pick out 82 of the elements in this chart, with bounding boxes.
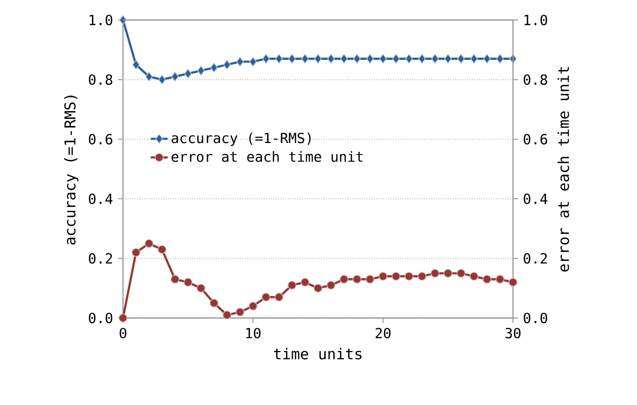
point bbox=[132, 248, 140, 257]
point bbox=[236, 308, 244, 316]
point bbox=[210, 298, 218, 308]
y2-tick-label: 0.0 bbox=[524, 312, 548, 324]
point bbox=[353, 54, 361, 64]
point bbox=[430, 268, 440, 278]
point bbox=[118, 314, 128, 322]
point bbox=[288, 280, 296, 290]
point bbox=[444, 54, 452, 64]
point bbox=[248, 302, 258, 310]
point bbox=[418, 54, 426, 64]
point bbox=[197, 66, 205, 76]
point bbox=[314, 284, 322, 293]
point bbox=[184, 68, 192, 79]
x-tick-label: 30 bbox=[506, 328, 521, 338]
point bbox=[392, 272, 400, 281]
y-tick-label: 1.0 bbox=[90, 14, 112, 26]
point bbox=[326, 280, 336, 290]
point bbox=[340, 274, 348, 284]
point bbox=[444, 268, 452, 278]
y-tick-label: 0.6 bbox=[88, 134, 112, 144]
point bbox=[508, 278, 518, 287]
point bbox=[274, 292, 284, 302]
x-axis-title: time units bbox=[274, 348, 362, 360]
point bbox=[470, 272, 478, 281]
point bbox=[262, 292, 270, 302]
y2-tick-label: 1.0 bbox=[524, 14, 548, 26]
y2-axis-title: error at each time unit bbox=[558, 67, 570, 272]
point bbox=[456, 268, 466, 278]
y-tick-label: 0.8 bbox=[88, 74, 112, 85]
point bbox=[144, 239, 154, 248]
point bbox=[418, 272, 426, 281]
legend-label: error at each time unit bbox=[172, 151, 363, 162]
point bbox=[431, 54, 439, 64]
point bbox=[366, 54, 374, 64]
x-tick-label: 0 bbox=[120, 328, 126, 338]
point bbox=[288, 54, 296, 64]
point bbox=[405, 54, 413, 64]
point bbox=[184, 278, 192, 287]
point bbox=[249, 56, 257, 67]
point bbox=[378, 272, 388, 281]
point bbox=[262, 54, 270, 64]
y-tick-label: 0.4 bbox=[88, 194, 113, 204]
x-tick-label: 10 bbox=[246, 328, 260, 338]
point bbox=[119, 15, 127, 25]
y-axis-title: accuracy (=1-RMS) bbox=[64, 96, 78, 245]
point bbox=[275, 54, 283, 64]
y-tick-label: 0.2 bbox=[88, 253, 112, 264]
point bbox=[340, 54, 348, 64]
point bbox=[470, 54, 478, 64]
point bbox=[496, 274, 504, 284]
point bbox=[132, 60, 140, 70]
point bbox=[379, 54, 387, 64]
point bbox=[223, 60, 231, 70]
y2-tick-label: 0.8 bbox=[524, 74, 548, 85]
y2-tick-label: 0.6 bbox=[524, 134, 548, 144]
point bbox=[210, 62, 218, 73]
point bbox=[404, 272, 414, 281]
point bbox=[300, 278, 310, 287]
x-tick-label: 20 bbox=[376, 328, 391, 338]
point bbox=[145, 72, 153, 82]
point bbox=[392, 54, 400, 64]
point bbox=[496, 54, 504, 64]
point bbox=[236, 56, 244, 67]
point bbox=[366, 274, 374, 284]
point bbox=[158, 74, 166, 84]
point bbox=[352, 274, 362, 284]
point bbox=[158, 245, 166, 254]
point bbox=[222, 310, 232, 320]
point bbox=[483, 54, 491, 64]
y2-tick-label: 0.4 bbox=[524, 194, 548, 204]
point bbox=[171, 72, 179, 82]
point bbox=[170, 274, 180, 284]
y-tick-label: 0.0 bbox=[88, 312, 112, 324]
point bbox=[314, 54, 322, 64]
point bbox=[301, 54, 309, 64]
point bbox=[482, 274, 492, 284]
point bbox=[457, 54, 465, 64]
y2-tick-label: 0.2 bbox=[524, 253, 547, 264]
point bbox=[327, 54, 335, 64]
point bbox=[196, 284, 206, 293]
legend-label: accuracy (=1-RMS) bbox=[172, 132, 311, 146]
